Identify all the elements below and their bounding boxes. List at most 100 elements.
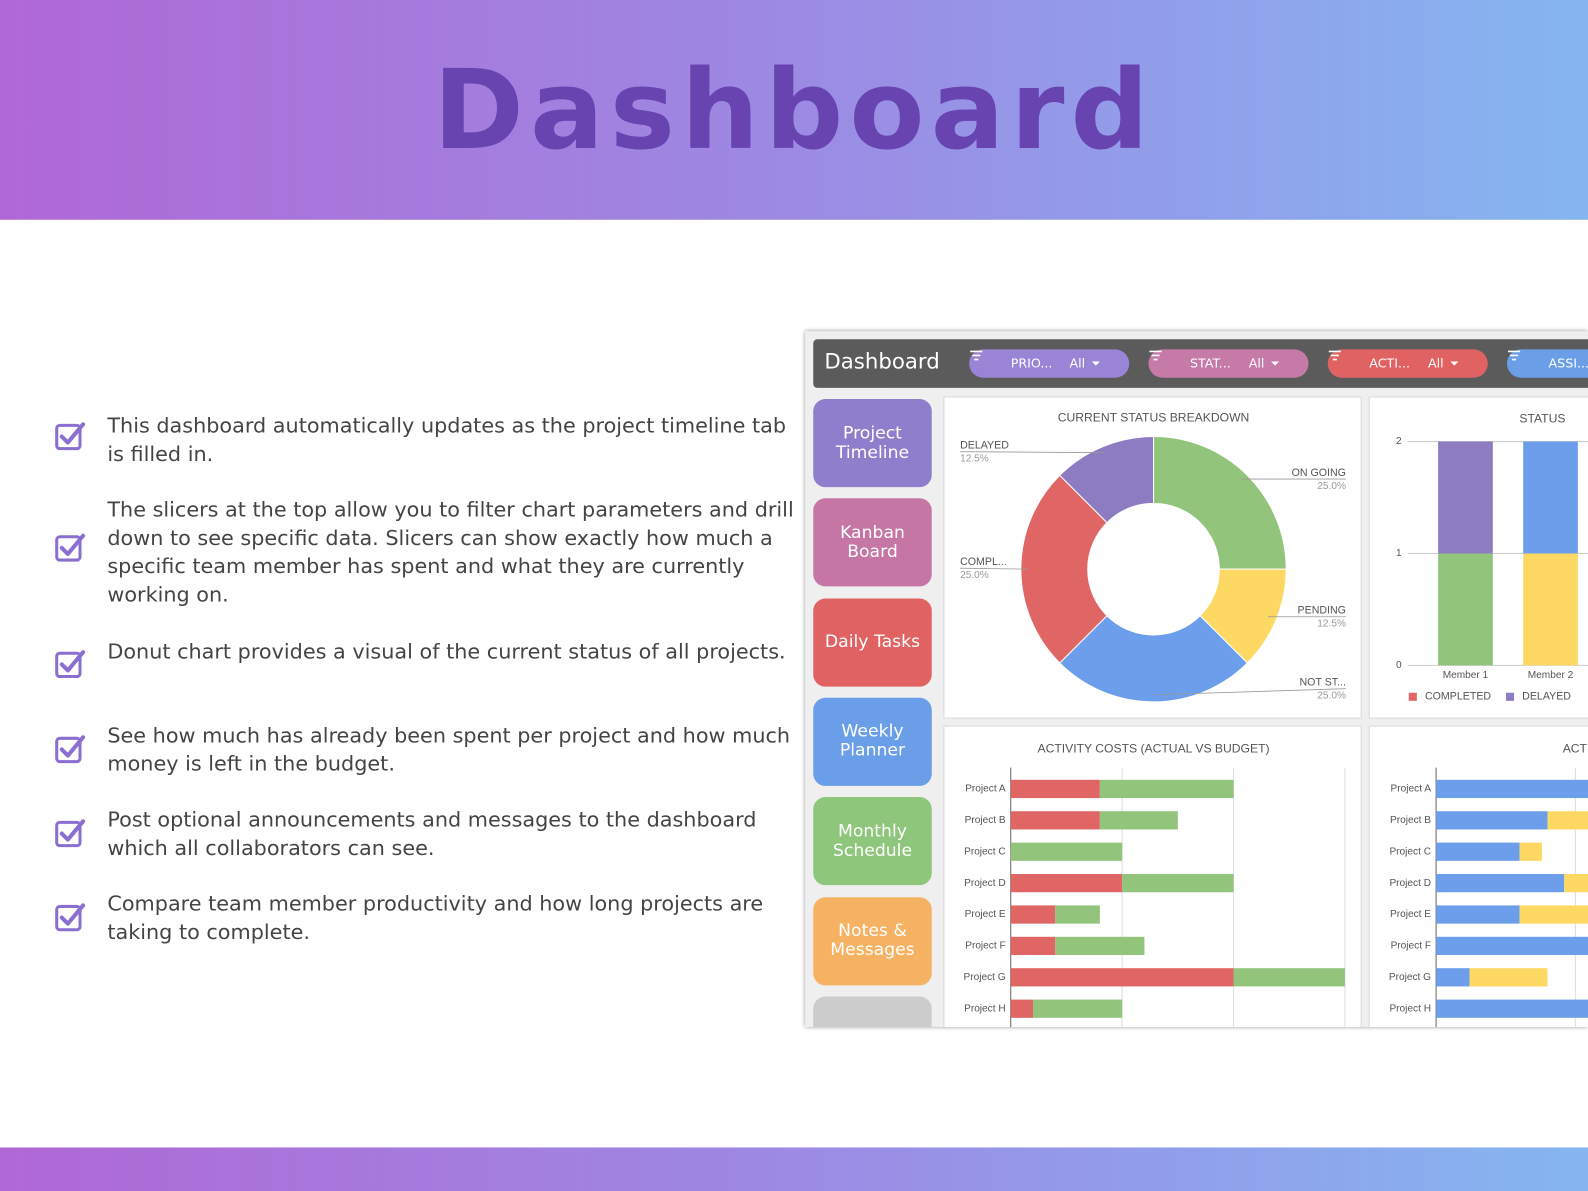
y-tick-label: Project G xyxy=(964,972,1006,983)
nav-label: Kanban Board xyxy=(840,522,905,562)
slice-label: PENDING xyxy=(1298,605,1346,617)
bar xyxy=(1436,779,1588,799)
filter-icon xyxy=(970,350,983,361)
bar xyxy=(1523,441,1578,554)
slicer[interactable]: PRIO... All xyxy=(969,349,1130,378)
bar xyxy=(1010,999,1034,1018)
donut-segment xyxy=(1020,474,1108,664)
nav-button[interactable] xyxy=(813,996,932,1027)
y-tick-label: 2 xyxy=(1396,436,1402,447)
nav-label: Project Timeline xyxy=(835,422,910,463)
y-tick-label: Project A xyxy=(965,784,1006,795)
nav-label: Notes & Messages xyxy=(830,920,915,961)
bar xyxy=(1233,968,1345,987)
bar xyxy=(1436,811,1548,830)
bar xyxy=(1010,936,1056,956)
bar xyxy=(1055,936,1145,956)
slice-value: 12.5% xyxy=(960,453,989,464)
caret xyxy=(1091,361,1100,366)
legend-label: COMPLETED xyxy=(1425,691,1491,703)
y-tick-label: 1 xyxy=(1396,548,1402,559)
checkbox-icon xyxy=(55,903,86,932)
bar xyxy=(1436,999,1588,1018)
nav-button[interactable]: Kanban Board xyxy=(813,498,932,587)
slice-label: COMPL... xyxy=(960,556,1007,568)
y-tick-label: Project B xyxy=(1390,815,1431,826)
filter-icon xyxy=(1149,350,1162,361)
nav-button[interactable]: Notes & Messages xyxy=(813,896,932,985)
slice-value: 12.5% xyxy=(1317,619,1346,630)
nav-label: Daily Tasks xyxy=(824,631,921,652)
y-tick-label: Project F xyxy=(965,941,1005,952)
y-tick-label: Project E xyxy=(965,909,1006,920)
y-tick-label: Project H xyxy=(964,1003,1006,1014)
dashboard-screenshot: CURRENT STATUS BREAKDOWN ON GOING 25.0% PEN… xyxy=(805,331,1588,1027)
chart-title: STATUS xyxy=(1519,411,1565,425)
y-tick-label: Project C xyxy=(964,846,1006,857)
slicer[interactable]: ASSI...All xyxy=(1506,349,1588,378)
x-tick-label: Member 2 xyxy=(1528,670,1574,681)
bar xyxy=(1099,779,1234,799)
y-tick-label: Project B xyxy=(965,815,1006,826)
bullet-text: The slicers at the top allow you to filt… xyxy=(107,497,794,607)
bar xyxy=(1010,968,1234,987)
bar xyxy=(1055,905,1100,924)
leader-line xyxy=(1154,688,1346,696)
slicer[interactable]: STAT... All xyxy=(1148,349,1309,378)
legend-label: DELAYED xyxy=(1522,691,1571,703)
bar xyxy=(1519,842,1542,861)
bar xyxy=(1010,842,1123,861)
slice-label: NOT ST... xyxy=(1300,676,1346,688)
nav-label: Monthly Schedule xyxy=(832,821,913,861)
bar xyxy=(1436,936,1588,956)
filter-icon xyxy=(1507,350,1521,361)
bar xyxy=(1438,441,1493,554)
y-tick-label: Project D xyxy=(964,878,1006,889)
checkbox-icon xyxy=(55,422,86,451)
slicer-label: PRIO... xyxy=(1010,355,1053,371)
slice-value: 25.0% xyxy=(960,570,989,581)
legend-swatch xyxy=(1408,692,1417,701)
bar xyxy=(1469,968,1548,987)
filter-icon xyxy=(1328,350,1341,361)
y-tick-label: Project C xyxy=(1389,846,1431,857)
slicer-value: All xyxy=(1248,355,1265,371)
y-tick-label: Project F xyxy=(1391,941,1431,952)
nav-button[interactable]: Project Timeline xyxy=(813,399,932,488)
header: Dashboard xyxy=(0,0,1588,220)
caret xyxy=(1271,361,1280,366)
bar xyxy=(1010,905,1056,924)
bar xyxy=(1033,999,1123,1018)
bar xyxy=(1436,968,1470,987)
chart-title: ACTIVITY COSTS (ACTUAL VS BUDGET) xyxy=(1038,742,1270,756)
slicer-label: ACTI... xyxy=(1369,355,1411,371)
y-tick-label: Project G xyxy=(1389,972,1431,983)
bar xyxy=(1436,905,1520,924)
y-tick-label: 0 xyxy=(1396,660,1402,671)
bar xyxy=(1010,779,1100,799)
bar xyxy=(1010,811,1100,830)
slicer[interactable]: ACTI... All xyxy=(1327,349,1488,378)
slice-value: 25.0% xyxy=(1317,481,1346,492)
slice-value: 25.0% xyxy=(1317,690,1346,701)
y-tick-label: Project E xyxy=(1390,909,1431,920)
nav-label: Weekly Planner xyxy=(839,721,906,761)
nav-button[interactable]: Weekly Planner xyxy=(813,697,932,786)
bar xyxy=(1436,842,1520,861)
checkbox-icon xyxy=(55,533,86,562)
slice-label: ON GOING xyxy=(1292,467,1346,479)
checkbox-icon xyxy=(55,650,86,679)
caret xyxy=(1450,361,1459,366)
bullet-text: Donut chart provides a visual of the cur… xyxy=(107,639,786,664)
bar xyxy=(1523,553,1578,666)
bullet-text: This dashboard automatically updates as … xyxy=(107,413,786,466)
title: Dashboard xyxy=(433,47,1155,175)
nav-button[interactable]: Monthly Schedule xyxy=(813,797,932,886)
nav-button[interactable]: Daily Tasks xyxy=(813,598,932,687)
bar xyxy=(1010,874,1123,893)
legend-swatch xyxy=(1505,692,1515,701)
bar xyxy=(1564,874,1588,893)
y-tick-label: Project A xyxy=(1391,784,1432,795)
checkbox-icon xyxy=(55,735,86,764)
bar xyxy=(1122,874,1234,893)
